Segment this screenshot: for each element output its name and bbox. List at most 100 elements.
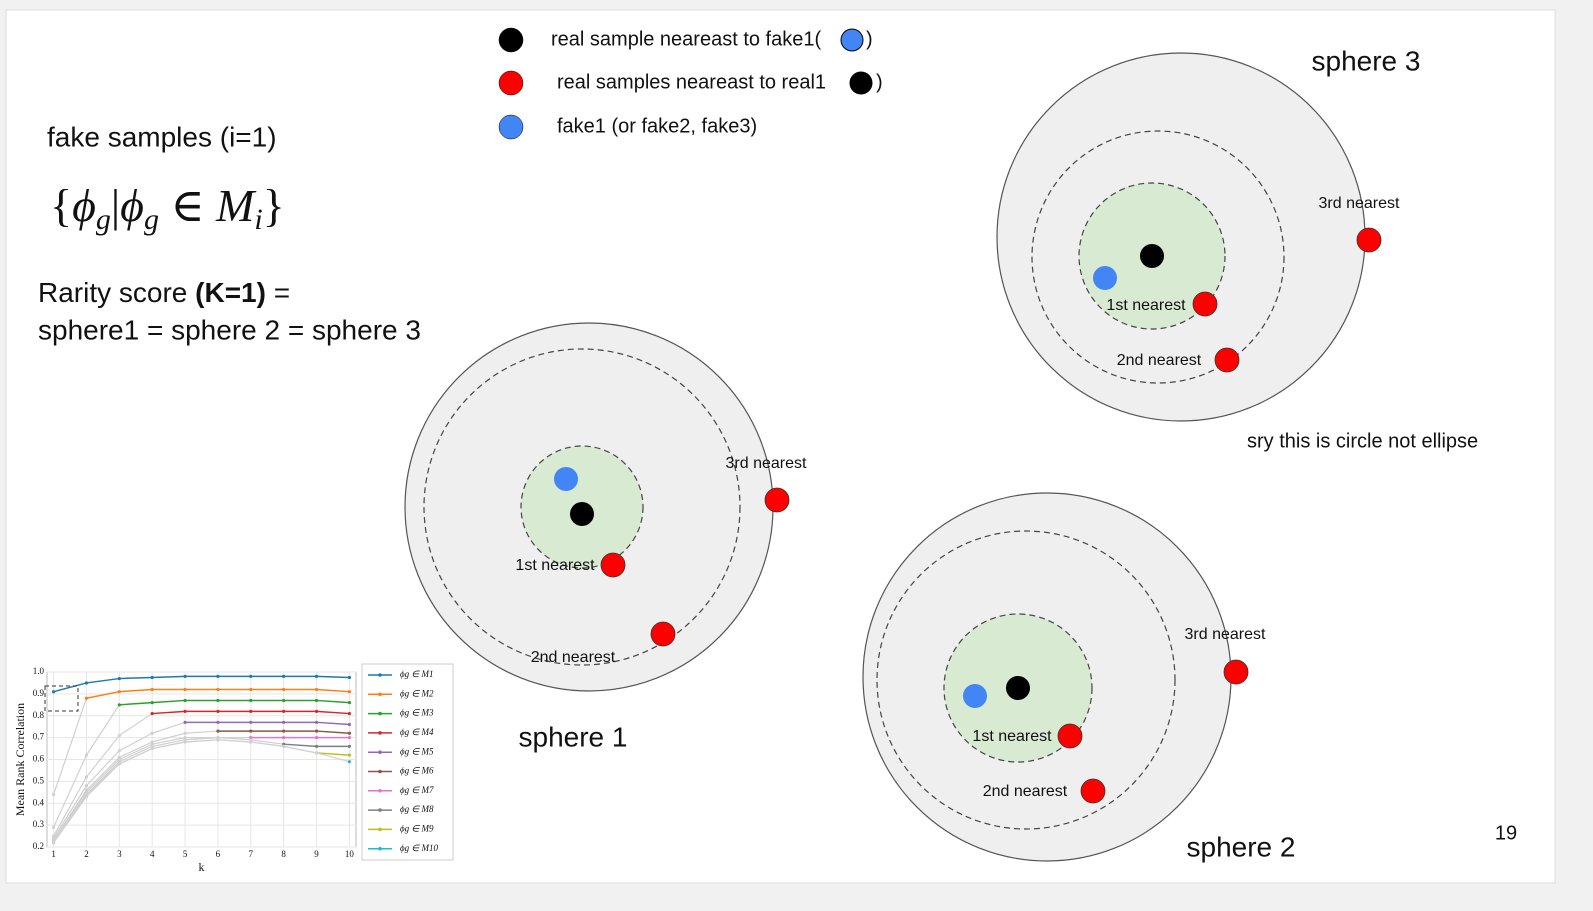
point: [314, 674, 319, 678]
point: [249, 738, 253, 742]
x-tick-label: 7: [249, 849, 254, 859]
fake-dot: [554, 467, 578, 491]
formula-subscript: g: [96, 203, 111, 236]
y-tick-label: 0.6: [33, 754, 45, 764]
nearest-label: 2nd nearest: [1117, 352, 1202, 369]
legend-label: ϕg ∈ M7: [400, 785, 434, 795]
nearest-dot: [1356, 227, 1382, 253]
point: [117, 690, 121, 694]
point: [314, 744, 319, 748]
point: [347, 690, 352, 694]
fake-dot: [1093, 266, 1117, 290]
sphere-name: sphere 3: [1312, 45, 1421, 76]
line-series: [53, 675, 350, 693]
real1-dot: [1140, 244, 1164, 268]
note: sry this is circle not ellipse: [1247, 430, 1478, 452]
nearest-label: 3rd nearest: [726, 455, 807, 472]
sphere-name: sphere 1: [519, 721, 628, 752]
formula-part: ϕ: [120, 180, 144, 231]
point: [314, 729, 319, 733]
legend-label: ϕg ∈ M3: [400, 708, 434, 718]
point: [150, 675, 154, 680]
point: [51, 690, 56, 694]
rarity-bold: (K=1): [195, 277, 266, 308]
legend-label: ϕg ∈ M8: [400, 804, 434, 814]
point: [150, 744, 154, 748]
point: [216, 736, 220, 740]
nearest-label: 3rd nearest: [1319, 195, 1400, 212]
legend-label: ϕg ∈ M1: [400, 669, 434, 679]
point: [117, 749, 121, 753]
nearest-dot: [1080, 778, 1106, 804]
line-lead: [53, 739, 350, 843]
point: [216, 729, 220, 733]
legend-marker: [378, 769, 382, 774]
point: [347, 736, 352, 740]
point: [216, 687, 220, 692]
point: [282, 744, 286, 748]
point: [282, 736, 286, 740]
point: [150, 711, 154, 716]
formula: {ϕg​|ϕg​ ∈ Mi​}: [50, 180, 285, 236]
nearest-label: 2nd nearest: [531, 649, 616, 666]
point: [282, 729, 286, 733]
point: [150, 740, 154, 744]
point: [117, 733, 121, 738]
legend-marker: [378, 846, 382, 851]
point: [314, 736, 319, 740]
point: [84, 753, 89, 757]
point: [314, 709, 319, 713]
point: [249, 674, 253, 678]
nearest-label: 1st nearest: [515, 557, 595, 574]
sphere-dashed: [1031, 130, 1285, 384]
point: [183, 720, 187, 724]
legend-label: real sample neareast to fake1(: [551, 28, 821, 50]
x-tick-label: 5: [183, 849, 188, 859]
point: [347, 701, 352, 705]
point: [183, 736, 187, 740]
legend-label-end: ): [876, 71, 883, 93]
point: [314, 698, 319, 703]
line-series: [316, 752, 350, 756]
line-lead: [53, 730, 218, 841]
legend-label: fake1 (or fake2, fake3): [557, 115, 757, 137]
y-tick-label: 0.4: [33, 797, 45, 807]
page-number: 19: [1495, 822, 1517, 844]
x-tick-label: 6: [216, 849, 221, 859]
point: [51, 841, 56, 845]
chart-legend: [361, 663, 454, 861]
point: [183, 731, 187, 735]
point: [183, 698, 187, 703]
rarity-line1: Rarity score (K=1) =: [38, 277, 290, 308]
legend-label: ϕg ∈ M4: [400, 727, 434, 737]
line-lead: [53, 713, 153, 837]
y-axis-label: Mean Rank Correlation: [13, 703, 27, 816]
line-series: [185, 721, 350, 726]
sphere-dashed: [876, 530, 1176, 830]
point: [347, 675, 352, 680]
nearest-dot: [1214, 347, 1240, 373]
point: [282, 698, 286, 703]
point: [150, 746, 154, 751]
point: [347, 744, 352, 748]
formula-part: }: [263, 180, 285, 231]
line-lead: [53, 698, 88, 795]
formula-part: {: [50, 180, 72, 231]
point: [347, 722, 352, 727]
point: [216, 709, 220, 713]
legend-dot: [498, 27, 524, 53]
point: [183, 709, 187, 713]
point: [150, 742, 154, 746]
formula-part: |: [111, 180, 120, 231]
x-tick-label: 9: [314, 849, 319, 859]
y-tick-label: 0.8: [33, 710, 45, 720]
point: [150, 731, 154, 735]
formula-part: M: [215, 180, 257, 231]
nearest-dot: [1057, 723, 1083, 749]
point: [249, 720, 253, 724]
point: [282, 742, 286, 746]
point: [51, 792, 56, 797]
legend-inline-dot: [849, 71, 873, 95]
